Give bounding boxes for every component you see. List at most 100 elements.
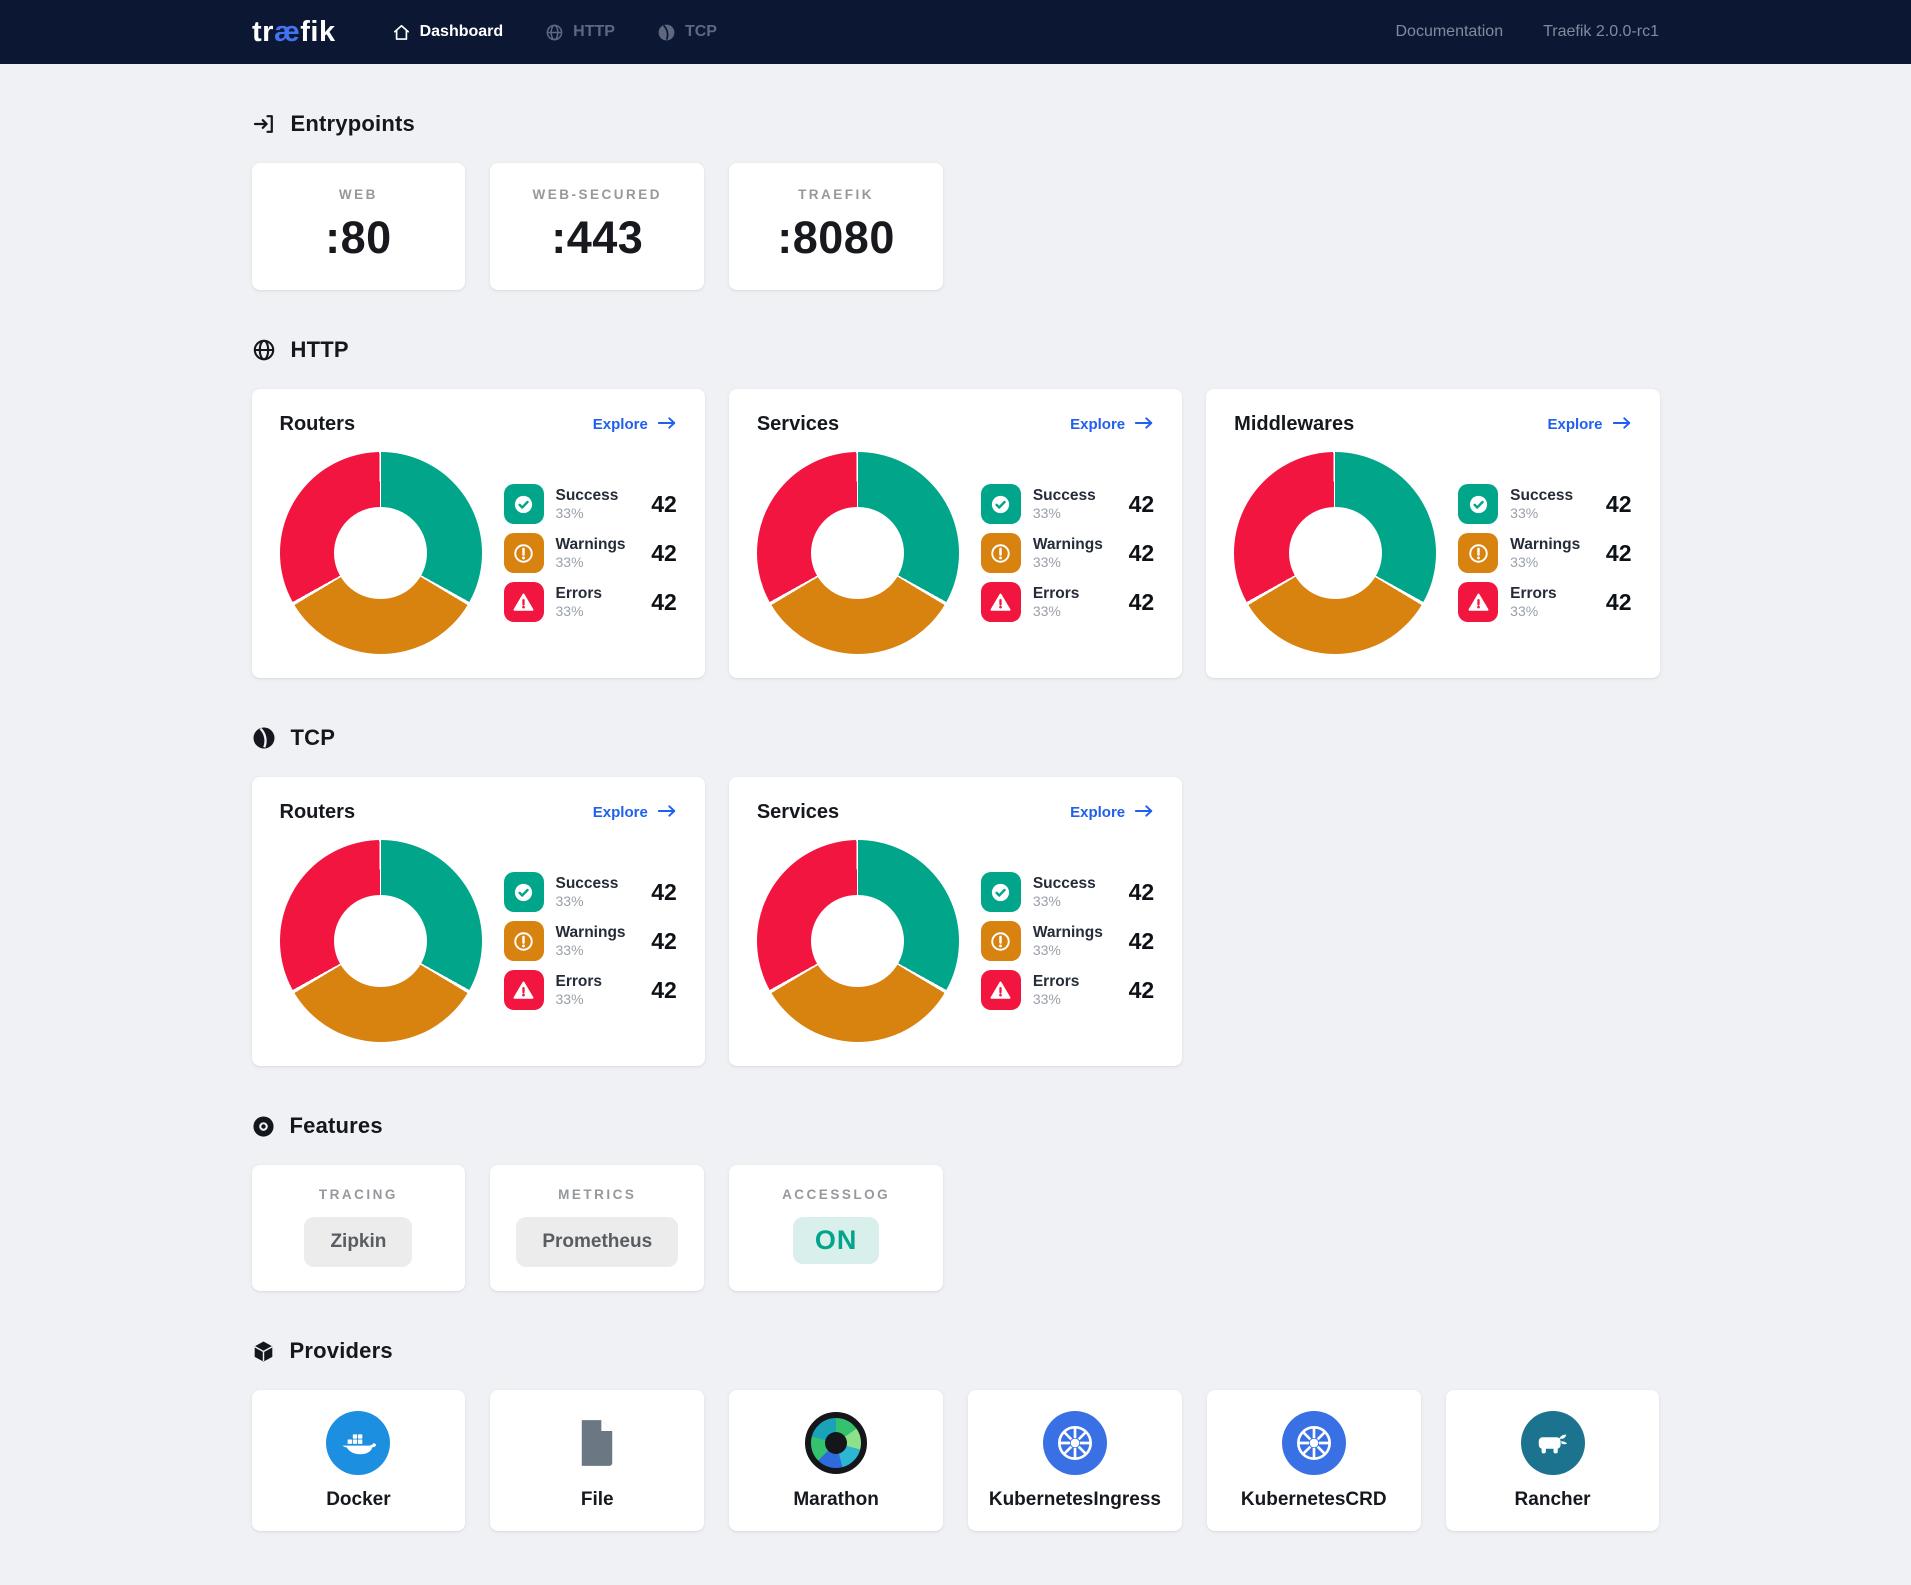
entrypoint-card: WEB-SECURED:443: [490, 163, 705, 290]
legend-text: Warnings 33%: [1033, 535, 1103, 572]
legend-count: 42: [1128, 588, 1155, 615]
stat-card-routers: Routers Explore Success 33% 42 Warnings 33% 42 E…: [251, 389, 705, 678]
provider-icon-wrap: [1217, 1410, 1411, 1476]
check-circle-icon: [503, 484, 544, 524]
legend-row-warning: Warnings 33% 42: [503, 533, 677, 573]
stat-card-header: Middlewares Explore: [1234, 413, 1631, 436]
nav-item-http[interactable]: HTTP: [545, 23, 615, 42]
provider-card-file: File: [490, 1390, 705, 1531]
nav-item-dashboard[interactable]: Dashboard: [392, 23, 504, 42]
exclamation-circle-icon: [980, 533, 1021, 573]
legend-label: Success: [1032, 486, 1096, 504]
warning-triangle-icon: [503, 582, 544, 622]
provider-card-kubernetesingress: KubernetesIngress: [967, 1390, 1182, 1531]
explore-label: Explore: [592, 804, 648, 821]
legend-count: 42: [1605, 539, 1632, 566]
legend-count: 42: [651, 539, 677, 566]
exclamation-circle-icon: [1458, 533, 1499, 573]
ball-icon: [252, 726, 276, 750]
explore-link[interactable]: Explore: [593, 804, 677, 822]
feature-card-metrics: METRICS Prometheus: [490, 1165, 705, 1291]
legend-percent: 33%: [1510, 553, 1539, 570]
documentation-link[interactable]: Documentation: [1395, 23, 1504, 40]
legend-label: Success: [555, 486, 619, 504]
provider-label: KubernetesCRD: [1240, 1489, 1387, 1510]
entrypoints-section: Entrypoints WEB:80 WEB-SECURED:443 TRAEFIK…: [251, 111, 1660, 290]
legend-row-success: Success 33% 42: [503, 484, 677, 524]
donut-chart: [279, 452, 482, 654]
chart-legend: Success 33% 42 Warnings 33% 42 Errors 33% 42: [503, 484, 677, 622]
provider-card-docker: Docker: [251, 1390, 466, 1531]
check-circle-icon: [980, 484, 1021, 524]
entrypoint-label: WEB-SECURED: [532, 187, 662, 202]
provider-card-rancher: Rancher: [1445, 1390, 1660, 1531]
feature-cards: TRACING Zipkin METRICS Prometheus ACCESSLOG O…: [251, 1165, 1660, 1291]
legend-row-error: Errors 33% 42: [1458, 582, 1632, 622]
legend-count: 42: [651, 490, 677, 517]
stat-card-routers: Routers Explore Success 33% 42 Warnings 33% 42 E…: [251, 777, 705, 1066]
card-title: Routers: [279, 801, 356, 823]
feature-card-tracing: TRACING Zipkin: [251, 1165, 466, 1291]
http-cards: Routers Explore Success 33% 42 Warnings 33% 42 E…: [251, 389, 1660, 678]
globe-icon: [252, 338, 276, 362]
exclamation-circle-icon: [503, 921, 544, 961]
legend-count: 42: [1128, 976, 1155, 1003]
app-logo[interactable]: træfik: [252, 16, 336, 49]
chart-legend: Success 33% 42 Warnings 33% 42 Errors 33% 42: [503, 872, 677, 1010]
explore-link[interactable]: Explore: [1547, 416, 1631, 434]
entrypoint-card: WEB:80: [251, 163, 466, 290]
section-title-features: Features: [289, 1113, 383, 1138]
legend-count: 42: [651, 976, 677, 1003]
explore-link[interactable]: Explore: [593, 416, 677, 434]
nav-label: Dashboard: [419, 23, 504, 40]
legend-text: Errors 33%: [1033, 972, 1080, 1009]
navbar: træfik Dashboard HTTP TCP Documentation …: [0, 0, 1911, 64]
arrow-right-icon: [1134, 416, 1154, 434]
explore-link[interactable]: Explore: [1070, 804, 1154, 822]
legend-text: Success 33%: [1033, 874, 1096, 911]
legend-row-warning: Warnings 33% 42: [1458, 533, 1632, 573]
logo-accent-text: æ: [273, 15, 301, 48]
legend-percent: 33%: [1032, 990, 1061, 1007]
explore-link[interactable]: Explore: [1070, 416, 1154, 434]
legend-percent: 33%: [1032, 553, 1061, 570]
legend-label: Warnings: [555, 923, 626, 941]
warning-triangle-icon: [980, 582, 1021, 622]
exclamation-circle-icon: [503, 533, 544, 573]
arrow-right-icon: [657, 416, 677, 434]
feature-value-chip: Prometheus: [516, 1217, 679, 1267]
legend-label: Success: [1032, 874, 1096, 892]
http-section: HTTP Routers Explore Success 33% 42 Warnings 3…: [251, 337, 1660, 678]
provider-label: File: [580, 1489, 614, 1510]
legend-row-error: Errors 33% 42: [503, 582, 677, 622]
donut-chart: [756, 452, 959, 654]
section-title-http: HTTP: [290, 337, 349, 362]
legend-text: Warnings 33%: [556, 535, 626, 572]
legend-text: Errors 33%: [1510, 584, 1557, 621]
warning-triangle-icon: [503, 970, 544, 1010]
tcp-header: TCP: [252, 725, 1660, 751]
login-arrow-icon: [252, 112, 276, 136]
provider-card-marathon: Marathon: [729, 1390, 943, 1531]
section-title-providers: Providers: [289, 1338, 393, 1363]
provider-card-kubernetescrd: KubernetesCRD: [1206, 1390, 1421, 1531]
stat-card-body: Success 33% 42 Warnings 33% 42 Errors 33% 42: [279, 452, 677, 654]
exclamation-circle-icon: [980, 921, 1021, 961]
legend-label: Errors: [555, 972, 603, 990]
explore-label: Explore: [592, 416, 648, 433]
nav-label: TCP: [684, 23, 717, 40]
stat-card-body: Success 33% 42 Warnings 33% 42 Errors 33% 42: [1234, 452, 1632, 654]
globe-icon: [545, 23, 564, 42]
feature-value-chip: Zipkin: [304, 1217, 413, 1267]
main-nav: Dashboard HTTP TCP: [392, 23, 717, 42]
cube-icon: [252, 1340, 275, 1363]
legend-row-warning: Warnings 33% 42: [980, 921, 1154, 961]
entrypoint-label: WEB: [338, 187, 378, 202]
nav-item-tcp[interactable]: TCP: [657, 23, 717, 42]
legend-label: Warnings: [1032, 923, 1103, 941]
file-icon: [582, 1420, 613, 1466]
kubernetes-icon: [1042, 1411, 1107, 1475]
donut-chart: [1234, 452, 1437, 654]
marathon-icon: [805, 1412, 868, 1474]
logo-text: fik: [300, 15, 336, 48]
